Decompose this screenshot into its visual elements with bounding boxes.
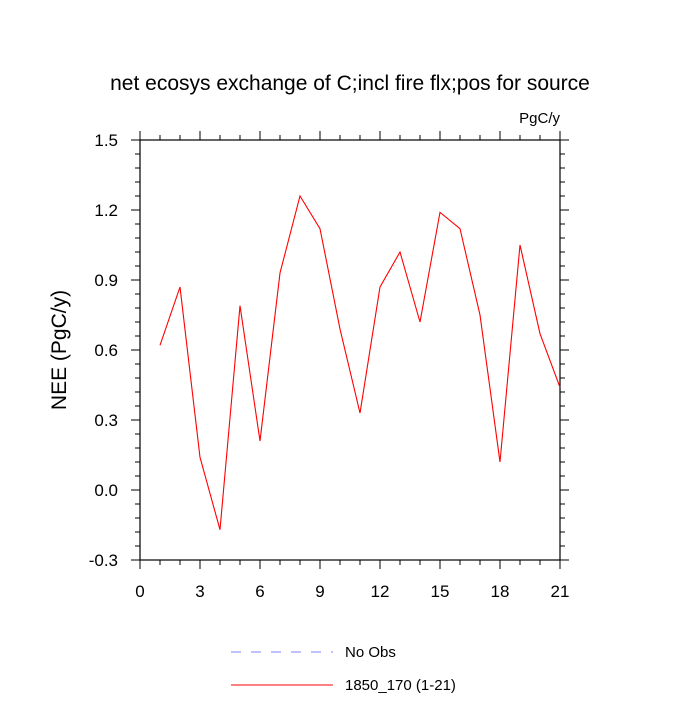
series-layer (159, 194, 561, 530)
y-tick-label: 0.3 (94, 411, 118, 430)
chart-title: net ecosys exchange of C;incl fire flx;p… (110, 72, 590, 95)
x-tick-label: 12 (371, 582, 390, 601)
legend: No Obs 1850_170 (1-21) (231, 644, 456, 694)
y-axis-label: NEE (PgC/y) (48, 290, 71, 410)
axes: 0 3 6 9 12 15 18 21 -0.3 0.0 0.3 0.6 0.9 1.2 1.5 (89, 131, 570, 601)
units-label: PgC/y (519, 110, 560, 127)
y-tick-label: 1.5 (94, 131, 118, 150)
x-tick-label: 21 (551, 582, 570, 601)
legend-label: No Obs (345, 644, 396, 661)
x-tick-label: 0 (135, 582, 144, 601)
x-tick-label: 15 (431, 582, 450, 601)
x-tick-label: 6 (255, 582, 264, 601)
series-line (159, 194, 561, 530)
y-tick-label: 0.6 (94, 341, 118, 360)
legend-label: 1850_170 (1-21) (345, 677, 456, 694)
plot-frame (139, 139, 561, 561)
x-tick-label: 18 (491, 582, 510, 601)
y-tick-label: -0.3 (89, 551, 118, 570)
y-tick-label: 1.2 (94, 201, 118, 220)
x-tick-label: 3 (195, 582, 204, 601)
y-tick-label: 0.0 (94, 481, 118, 500)
x-tick-label: 9 (315, 582, 324, 601)
y-tick-label: 0.9 (94, 271, 118, 290)
